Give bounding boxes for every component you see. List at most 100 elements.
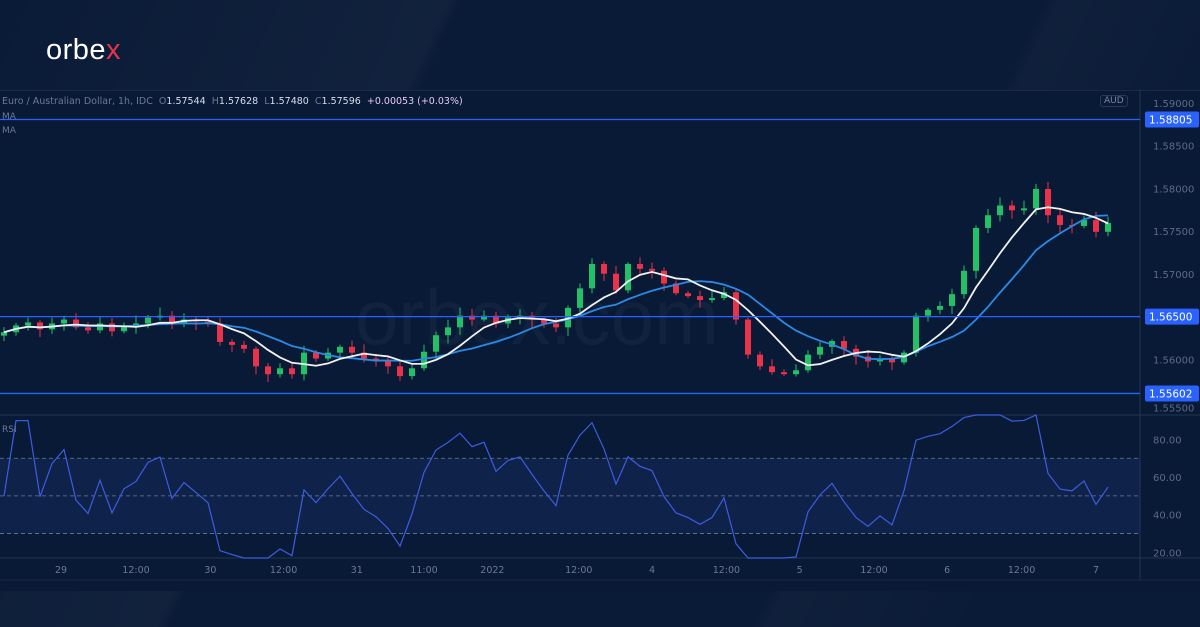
rsi-tick-label: 20.00	[1153, 548, 1182, 559]
candle-body	[145, 317, 151, 324]
candle-body	[289, 368, 295, 375]
candle-body	[349, 346, 355, 353]
candle-body	[313, 352, 319, 359]
candle-body	[541, 319, 547, 324]
high-label: H	[211, 96, 219, 107]
price-tick-label: 1.57500	[1153, 227, 1194, 238]
time-tick-label: 12:00	[860, 565, 887, 576]
candle-body	[1033, 188, 1039, 209]
candle-body	[121, 325, 127, 332]
candle-body	[493, 315, 499, 324]
close-label: C	[314, 96, 322, 107]
currency-badge[interactable]: AUD	[1100, 95, 1128, 107]
time-tick-label: 12:00	[122, 565, 149, 576]
open-label: O	[158, 96, 167, 107]
close-value: 1.57596	[321, 96, 361, 107]
candle-body	[625, 263, 631, 291]
level-price-label: 1.55602	[1149, 388, 1192, 400]
candle-body	[949, 294, 955, 306]
candle-body	[409, 368, 415, 377]
candle-body	[433, 335, 439, 352]
candle-body	[457, 315, 463, 328]
time-tick-label: 29	[55, 565, 67, 576]
candle-body	[1081, 220, 1087, 226]
candle-body	[793, 370, 799, 375]
candle-body	[241, 344, 247, 349]
candle-body	[613, 273, 619, 291]
candle-body	[889, 358, 895, 363]
candle-body	[997, 205, 1003, 216]
candle-body	[481, 315, 487, 320]
rsi-tick-label: 40.00	[1153, 511, 1182, 522]
low-value: 1.57480	[269, 96, 309, 107]
logo-text: orbe	[46, 34, 107, 66]
time-tick-label: 12:00	[713, 565, 740, 576]
level-price-label: 1.56500	[1149, 312, 1192, 324]
candle-body	[1045, 188, 1051, 216]
time-tick-label: 6	[944, 565, 950, 576]
open-value: 1.57544	[166, 96, 206, 107]
candle-body	[1, 332, 7, 336]
rsi-tick-label: 80.00	[1153, 435, 1182, 446]
candle-body	[721, 292, 727, 299]
candle-body	[133, 323, 139, 326]
price-tick-label: 1.56000	[1153, 355, 1194, 366]
candle-body	[745, 319, 751, 355]
ma-fast-label[interactable]: MA	[2, 112, 16, 122]
candle-body	[769, 366, 775, 373]
candle-body	[757, 354, 763, 367]
candle-body	[25, 322, 31, 326]
candle-body	[217, 323, 223, 342]
price-tick-label: 1.58500	[1153, 142, 1194, 153]
candle-body	[577, 288, 583, 308]
candle-body	[733, 292, 739, 320]
candle-body	[337, 346, 343, 353]
time-tick-label: 2022	[480, 565, 504, 576]
chart-panel[interactable]	[0, 90, 1200, 591]
time-tick-label: 5	[797, 565, 803, 576]
candle-body	[253, 348, 259, 367]
symbol-legend: Euro / Australian Dollar, 1h, IDC O1.575…	[2, 96, 463, 107]
candle-body	[697, 296, 703, 301]
candle-body	[1093, 220, 1099, 232]
rsi-line	[3, 414, 1109, 559]
ma-slow-label[interactable]: MA	[2, 126, 16, 136]
logo-accent: x	[106, 34, 122, 66]
candle-body	[229, 341, 235, 345]
high-value: 1.57628	[218, 96, 259, 107]
candle-body	[73, 319, 79, 328]
rsi-label[interactable]: RSI	[2, 425, 17, 435]
candle-body	[1009, 205, 1015, 211]
candle-body	[553, 323, 559, 328]
candle-body	[469, 315, 475, 320]
candle-body	[61, 319, 67, 324]
candle-body	[601, 263, 607, 274]
low-label: L	[264, 96, 270, 107]
candle-body	[1021, 208, 1027, 211]
time-tick-label: 7	[1093, 565, 1099, 576]
level-price-tag	[1145, 308, 1199, 325]
time-tick-label: 12:00	[1008, 565, 1035, 576]
price-tick-label: 1.57000	[1153, 270, 1194, 281]
candle-body	[937, 305, 943, 310]
price-tick-label: 1.55500	[1153, 403, 1194, 414]
candle-body	[805, 354, 811, 371]
time-tick-label: 31	[351, 565, 363, 576]
time-tick-label: 30	[204, 565, 216, 576]
candle-body	[361, 352, 367, 359]
price-tick-label: 1.58000	[1153, 184, 1194, 195]
candle-body	[421, 351, 427, 369]
candle-body	[685, 293, 691, 297]
candle-body	[961, 270, 967, 295]
candle-body	[841, 341, 847, 349]
candle-body	[445, 327, 451, 336]
candle-body	[709, 298, 715, 301]
candle-body	[985, 215, 991, 228]
price-tick-label: 1.59000	[1153, 99, 1194, 110]
rsi-tick-label: 60.00	[1153, 473, 1182, 484]
candle-body	[589, 263, 595, 289]
candle-body	[637, 263, 643, 269]
change-value: +0.00053 (+0.03%)	[366, 96, 463, 107]
candle-body	[169, 315, 175, 324]
